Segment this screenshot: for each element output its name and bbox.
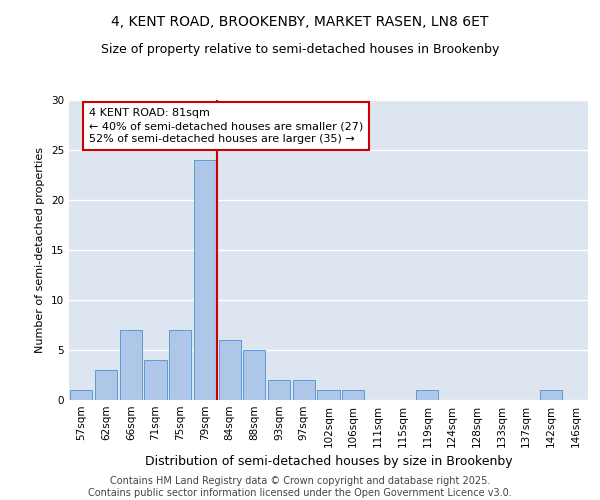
Text: 4 KENT ROAD: 81sqm
← 40% of semi-detached houses are smaller (27)
52% of semi-de: 4 KENT ROAD: 81sqm ← 40% of semi-detache… [89,108,363,144]
X-axis label: Distribution of semi-detached houses by size in Brookenby: Distribution of semi-detached houses by … [145,456,512,468]
Bar [293,380,315,400]
Text: 4, KENT ROAD, BROOKENBY, MARKET RASEN, LN8 6ET: 4, KENT ROAD, BROOKENBY, MARKET RASEN, L… [112,15,488,29]
Bar [317,390,340,400]
Bar [218,340,241,400]
Bar [268,380,290,400]
Bar [194,160,216,400]
Bar [169,330,191,400]
Y-axis label: Number of semi-detached properties: Number of semi-detached properties [35,147,46,353]
Bar [243,350,265,400]
Bar [145,360,167,400]
Bar [119,330,142,400]
Bar [70,390,92,400]
Text: Size of property relative to semi-detached houses in Brookenby: Size of property relative to semi-detach… [101,42,499,56]
Bar [342,390,364,400]
Bar [540,390,562,400]
Text: Contains HM Land Registry data © Crown copyright and database right 2025.
Contai: Contains HM Land Registry data © Crown c… [88,476,512,498]
Bar [416,390,439,400]
Bar [95,370,117,400]
